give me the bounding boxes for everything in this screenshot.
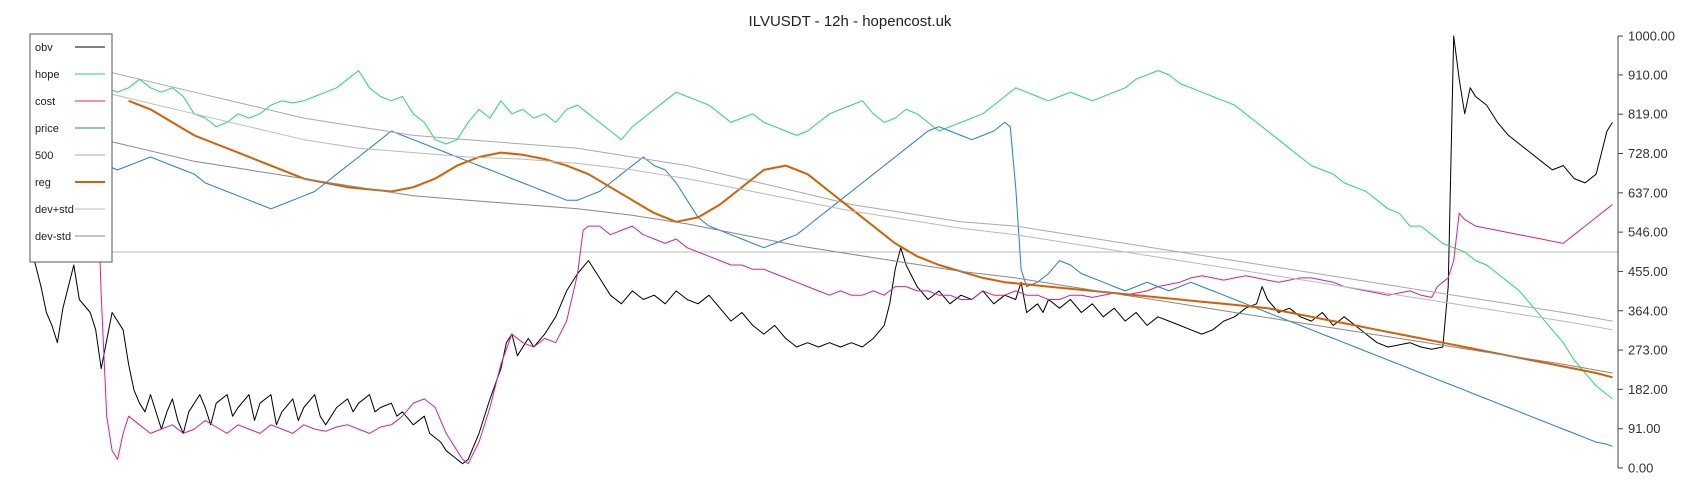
series-line-hope	[29, 52, 1613, 400]
y-tick-label: 0.00	[1628, 461, 1653, 476]
y-tick-label: 1000.00	[1628, 29, 1675, 44]
series-line-dev-std	[29, 126, 1613, 374]
y-tick-label: 728.00	[1628, 146, 1668, 161]
y-tick-label: 182.00	[1628, 382, 1668, 397]
legend-label-reg: reg	[35, 177, 51, 189]
legend-label-dev+std: dev+std	[35, 204, 74, 216]
y-tick-label: 819.00	[1628, 107, 1668, 122]
y-tick-label: 546.00	[1628, 225, 1668, 240]
series-line-reg	[128, 99, 1613, 379]
series-line-obv	[29, 35, 1613, 465]
legend: obv hope cost price 500 reg dev+std dev-std	[29, 33, 113, 263]
legend-label-500: 500	[35, 150, 53, 162]
legend-label-obv: obv	[35, 42, 53, 54]
y-tick-label: 91.00	[1628, 421, 1661, 436]
series-line-price	[29, 117, 1613, 447]
y-tick-label: 273.00	[1628, 343, 1668, 358]
y-tick-label: 637.00	[1628, 185, 1668, 200]
legend-box	[29, 33, 113, 263]
y-tick-label: 455.00	[1628, 264, 1668, 279]
y-tick-label: 364.00	[1628, 303, 1668, 318]
legend-label-hope: hope	[35, 69, 59, 81]
legend-label-dev-std: dev-std	[35, 231, 71, 243]
y-axis: 1000.00 910.00 819.00 728.00 637.00 546.00 455…	[1617, 29, 1675, 476]
series-line-dev+std	[29, 74, 1613, 331]
series-line-cost	[29, 78, 1613, 465]
chart-title: ILVUSDT - 12h - hopencost.uk	[749, 13, 952, 30]
series-line-500	[29, 57, 1613, 322]
legend-label-cost: cost	[35, 96, 55, 108]
legend-label-price: price	[35, 123, 59, 135]
plot-lines	[29, 35, 1618, 465]
y-tick-label: 910.00	[1628, 67, 1668, 82]
